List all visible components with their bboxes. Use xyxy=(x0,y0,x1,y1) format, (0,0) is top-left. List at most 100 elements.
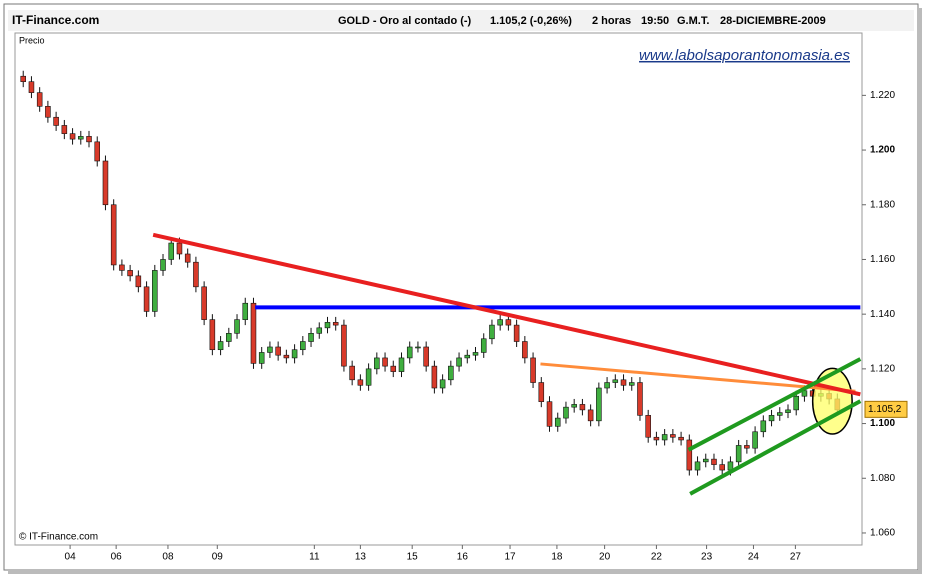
candle-body xyxy=(283,354,290,359)
header-bar xyxy=(8,10,914,31)
candle-body xyxy=(448,365,454,381)
x-tick-label: 11 xyxy=(309,552,320,563)
candle-body xyxy=(316,327,323,334)
candle-body xyxy=(653,436,660,441)
trend-line xyxy=(689,399,862,496)
candle-body xyxy=(554,417,561,427)
candle-body xyxy=(168,242,175,260)
candle-body xyxy=(513,324,520,342)
candle-body xyxy=(711,458,717,465)
candle-body xyxy=(382,357,388,367)
candle-body xyxy=(719,464,725,471)
candle-body xyxy=(793,395,799,411)
candle-body xyxy=(670,434,676,438)
x-tick-label: 09 xyxy=(212,552,224,563)
candle-body xyxy=(735,445,742,463)
candle-body xyxy=(127,270,133,277)
candle-body xyxy=(324,322,331,329)
x-tick-label: 18 xyxy=(551,552,563,563)
candle-body xyxy=(546,401,553,427)
x-tick-label: 23 xyxy=(701,552,713,563)
timezone: G.M.T. xyxy=(677,15,709,27)
candle-body xyxy=(530,357,536,383)
last-price-label: 1.105,2 xyxy=(868,404,902,415)
candle-body xyxy=(209,319,216,351)
y-tick-label: 1.140 xyxy=(870,309,895,320)
candle-body xyxy=(119,264,125,271)
candle-body xyxy=(571,404,577,408)
candle-body xyxy=(20,75,26,82)
candle-body xyxy=(349,365,355,381)
candle-body xyxy=(226,333,232,342)
candle-body xyxy=(258,352,265,364)
candle-body xyxy=(291,349,298,359)
candle-body xyxy=(785,409,791,413)
candle-body xyxy=(267,346,273,353)
candle-body xyxy=(415,346,421,349)
candle-body xyxy=(176,242,183,255)
candle-body xyxy=(275,346,281,356)
price-change: 1.105,2 (-0,26%) xyxy=(490,15,572,27)
candle-body xyxy=(744,445,750,449)
candle-body xyxy=(160,259,166,271)
copyright: © IT-Finance.com xyxy=(19,532,98,543)
candle-body xyxy=(579,404,586,411)
candle-body xyxy=(776,412,783,416)
shadow xyxy=(8,570,920,574)
title: GOLD - Oro al contado (-) xyxy=(338,15,472,27)
candle-body xyxy=(686,439,693,471)
candle-body xyxy=(86,136,92,143)
y-tick-label: 1.060 xyxy=(870,528,895,539)
candle-body xyxy=(760,420,767,433)
candle-body xyxy=(505,319,512,326)
candle-body xyxy=(480,338,487,353)
candle-body xyxy=(538,382,545,402)
trend-line xyxy=(687,357,862,452)
candle-body xyxy=(620,379,627,386)
candle-body xyxy=(596,387,602,422)
x-tick-label: 06 xyxy=(111,552,123,563)
x-tick-label: 27 xyxy=(790,552,802,563)
y-tick-label: 1.080 xyxy=(870,473,895,484)
candle-body xyxy=(365,368,372,386)
shadow xyxy=(918,8,922,574)
candle-body xyxy=(439,379,446,389)
x-tick-label: 20 xyxy=(599,552,611,563)
candle-body xyxy=(341,324,347,367)
candle-body xyxy=(300,341,306,351)
candle-body xyxy=(201,286,207,320)
candle-body xyxy=(250,302,257,364)
y-tick-label: 1.100 xyxy=(870,418,895,429)
candle-body xyxy=(587,409,594,422)
candle-body xyxy=(193,261,199,288)
x-tick-label: 08 xyxy=(162,552,174,563)
x-tick-label: 24 xyxy=(748,552,760,563)
candle-body xyxy=(234,319,240,334)
candle-body xyxy=(489,324,495,340)
candle-body xyxy=(61,125,68,134)
x-tick-label: 13 xyxy=(355,552,367,563)
candle-body xyxy=(464,354,471,359)
candle-body xyxy=(53,116,59,126)
candle-body xyxy=(110,204,117,266)
candle-body xyxy=(184,253,191,263)
y-tick-label: 1.220 xyxy=(870,90,895,101)
candle-body xyxy=(612,379,619,383)
candle-body xyxy=(332,322,339,326)
candle-body xyxy=(308,333,314,342)
candle-body xyxy=(406,346,413,359)
candle-body xyxy=(78,136,84,140)
candle-body xyxy=(102,160,109,206)
time: 19:50 xyxy=(641,15,669,27)
x-tick-label: 04 xyxy=(65,552,77,563)
y-axis-label: Precio xyxy=(19,35,45,45)
candle-body xyxy=(604,382,610,389)
y-tick-label: 1.180 xyxy=(870,199,895,210)
trend-line xyxy=(540,362,856,393)
candle-body xyxy=(28,81,35,93)
watermark[interactable]: www.labolsaporantonomasia.es xyxy=(639,47,850,64)
site-name: IT-Finance.com xyxy=(12,13,99,27)
candle-body xyxy=(374,357,380,370)
